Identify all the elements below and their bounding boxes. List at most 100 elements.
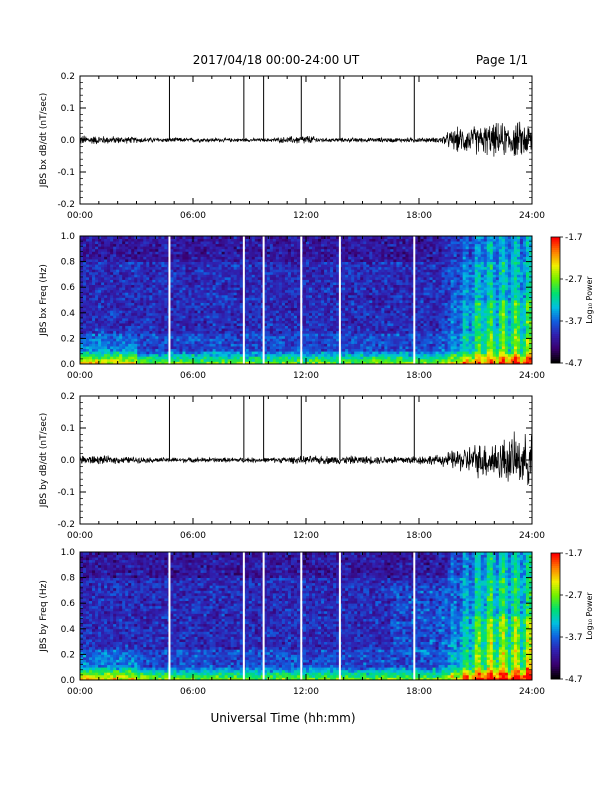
spectrogram-cell: [194, 323, 198, 326]
spectrogram-cell: [333, 358, 337, 362]
spectrogram-cell: [119, 248, 123, 252]
spectrogram-cell: [125, 271, 129, 275]
spectrogram-cell: [155, 243, 159, 247]
spectrogram-cell: [176, 358, 180, 362]
spectrogram-cell: [263, 282, 268, 286]
spectrogram-cell: [128, 302, 132, 306]
spectrogram-cell: [366, 356, 370, 360]
spectrogram-cell: [188, 284, 192, 288]
spectrogram-cell: [143, 294, 147, 298]
spectrogram-cell: [161, 317, 165, 321]
spectrogram-cell: [101, 351, 105, 355]
spectrogram-cell: [257, 315, 262, 319]
spectrogram-cell: [306, 253, 310, 257]
spectrogram-cell: [182, 323, 186, 326]
spectrogram-cell: [143, 292, 147, 296]
spectrogram-cell: [116, 274, 120, 278]
spectrogram-cell: [233, 261, 238, 265]
spectrogram-cell: [318, 261, 322, 265]
spectrogram-cell: [224, 282, 229, 286]
spectrogram-cell: [200, 292, 204, 296]
spectrogram-cell: [155, 289, 159, 293]
spectrogram-cell: [149, 246, 153, 250]
spectrogram-cell: [369, 253, 373, 257]
spectrogram-cell: [260, 289, 265, 293]
spectrogram-cell: [318, 238, 322, 242]
spectrogram-cell: [254, 236, 259, 239]
spectrogram-cell: [179, 300, 183, 303]
spectrogram-cell: [351, 284, 355, 288]
spectrogram-cell: [296, 325, 301, 329]
spectrogram-cell: [116, 238, 120, 242]
spectrogram-cell: [315, 333, 319, 337]
spectrogram-cell: [119, 330, 123, 334]
spectrogram-cell: [194, 353, 198, 357]
spectrogram-cell: [119, 348, 123, 352]
spectrogram-cell: [312, 274, 316, 278]
spectrogram-cell: [363, 351, 367, 355]
spectrogram-cell: [239, 246, 244, 250]
spectrogram-cell: [185, 241, 189, 245]
spectrogram-cell: [315, 264, 319, 268]
spectrogram-cell: [296, 238, 301, 242]
spectrogram-cell: [221, 348, 226, 352]
spectrogram-cell: [137, 287, 141, 291]
spectrogram-cell: [318, 307, 322, 311]
spectrogram-cell: [315, 323, 319, 326]
spectrogram-cell: [336, 343, 340, 347]
spectrogram-cell: [116, 261, 120, 265]
spectrogram-cell: [342, 294, 346, 298]
spectrogram-cell: [293, 294, 298, 298]
spectrogram-cell: [107, 297, 111, 301]
spectrogram-cell: [188, 238, 192, 242]
spectrogram-cell: [209, 276, 213, 280]
spectrogram-cell: [86, 294, 90, 298]
spectrogram-cell: [197, 330, 201, 334]
spectrogram-cell: [116, 271, 120, 275]
spectrogram-cell: [363, 248, 367, 252]
spectrogram-cell: [140, 351, 144, 355]
spectrogram-cell: [354, 312, 358, 316]
spectrogram-cell: [333, 333, 337, 337]
spectrogram-cell: [98, 282, 102, 286]
spectrogram-cell: [95, 256, 99, 260]
spectrogram-cell: [251, 256, 256, 260]
panel-bx-freq: 00:00 06:00 12:00 18:00 24:001.00.80.60.40.2…: [39, 232, 545, 381]
spectrogram-cell: [366, 246, 370, 250]
spectrogram-cell: [224, 317, 229, 321]
spectrogram-cell: [176, 351, 180, 355]
spectrogram-cell: [290, 269, 295, 273]
spectrogram-cell: [80, 279, 84, 283]
spectrogram-cell: [101, 279, 105, 283]
spectrogram-cell: [248, 269, 253, 273]
spectrogram-cell: [233, 346, 238, 350]
spectrogram-cell: [194, 287, 198, 291]
spectrogram-cell: [251, 343, 256, 347]
spectrogram-cell: [293, 328, 298, 332]
spectrogram-cell: [330, 340, 334, 344]
spectrogram-cell: [206, 271, 210, 275]
spectrogram-cell: [266, 276, 271, 280]
spectrogram-cell: [191, 315, 195, 319]
spectrogram-cell: [327, 356, 331, 360]
spectrogram-cell: [125, 289, 129, 293]
spectrogram-cell: [131, 241, 135, 245]
spectrogram-cell: [369, 297, 373, 301]
spectrogram-cell: [321, 348, 325, 352]
spectrogram-cell: [345, 271, 349, 275]
spectrogram-cell: [206, 343, 210, 347]
spectrogram-cell: [351, 292, 355, 296]
spectrogram-cell: [122, 241, 126, 245]
spectrogram-cell: [122, 307, 126, 311]
spectrogram-cell: [333, 302, 337, 306]
spectrogram-cell: [278, 297, 283, 301]
spectrogram-cell: [113, 287, 117, 291]
spectrogram-cell: [119, 312, 123, 316]
spectrogram-cell: [230, 333, 235, 337]
spectrogram-cell: [239, 266, 244, 270]
spectrogram-cell: [366, 330, 370, 334]
spectrogram-cell: [116, 333, 120, 337]
spectrogram-cell: [360, 259, 364, 262]
spectrogram-cell: [266, 315, 271, 319]
spectrogram-cell: [185, 353, 189, 357]
